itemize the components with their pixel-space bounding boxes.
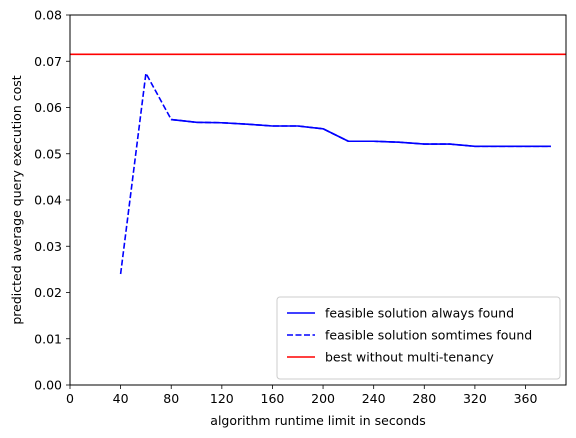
x-tick-label: 280 xyxy=(412,391,436,406)
x-tick-label: 200 xyxy=(311,391,335,406)
x-tick-label: 240 xyxy=(362,391,386,406)
y-tick-label: 0.00 xyxy=(34,378,62,393)
y-axis: 0.00 0.01 0.02 0.03 0.04 0.05 0.06 0.07 0.08 xyxy=(34,8,70,393)
legend-entry: best without multi-tenancy xyxy=(325,350,494,365)
y-axis-label: predicted average query execution cost xyxy=(9,75,24,324)
legend-entry: feasible solution somtimes found xyxy=(325,328,532,343)
series-feasible-solution-always-found xyxy=(171,118,551,148)
y-tick-label: 0.04 xyxy=(34,193,62,208)
x-tick-label: 360 xyxy=(514,391,538,406)
x-tick-label: 120 xyxy=(210,391,234,406)
y-tick-label: 0.07 xyxy=(34,54,62,69)
x-axis: 0 40 80 120 160 200 240 280 320 360 xyxy=(66,385,537,406)
y-tick-label: 0.08 xyxy=(34,8,62,23)
x-axis-label: algorithm runtime limit in seconds xyxy=(210,413,425,428)
x-tick-label: 320 xyxy=(463,391,487,406)
legend: feasible solution always found feasible s… xyxy=(276,296,561,380)
legend-entry: feasible solution always found xyxy=(325,306,514,321)
y-tick-label: 0.06 xyxy=(34,100,62,115)
x-tick-label: 160 xyxy=(261,391,285,406)
x-tick-label: 80 xyxy=(163,391,179,406)
series-layer xyxy=(70,53,566,275)
y-tick-label: 0.05 xyxy=(34,146,62,161)
y-tick-label: 0.02 xyxy=(34,285,62,300)
y-tick-label: 0.01 xyxy=(34,331,62,346)
x-tick-label: 40 xyxy=(113,391,129,406)
x-tick-label: 0 xyxy=(66,391,74,406)
y-tick-label: 0.03 xyxy=(34,239,62,254)
legend-box xyxy=(276,296,561,380)
series-feasible-solution-somtimes-found xyxy=(119,72,551,275)
